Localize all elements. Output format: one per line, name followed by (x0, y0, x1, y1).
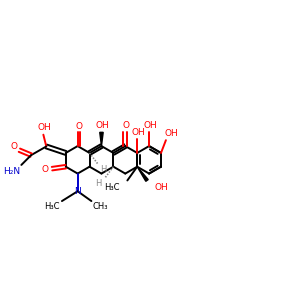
Polygon shape (100, 132, 103, 146)
Text: O: O (123, 121, 130, 130)
Text: OH: OH (38, 123, 51, 132)
Text: N: N (74, 187, 81, 196)
Text: OH: OH (131, 128, 145, 137)
Text: H: H (95, 179, 102, 188)
Text: H: H (100, 165, 106, 174)
Text: O: O (42, 165, 49, 174)
Text: CH₃: CH₃ (92, 202, 108, 211)
Text: OH: OH (165, 129, 179, 138)
Text: H₃C: H₃C (104, 183, 119, 192)
Text: H₃C: H₃C (44, 202, 60, 211)
Text: O: O (10, 142, 17, 151)
Text: OH: OH (143, 121, 157, 130)
Text: OH: OH (96, 121, 109, 130)
Polygon shape (137, 167, 148, 181)
Text: H₂N: H₂N (3, 167, 20, 176)
Text: OH: OH (155, 183, 169, 192)
Text: O: O (75, 122, 82, 131)
